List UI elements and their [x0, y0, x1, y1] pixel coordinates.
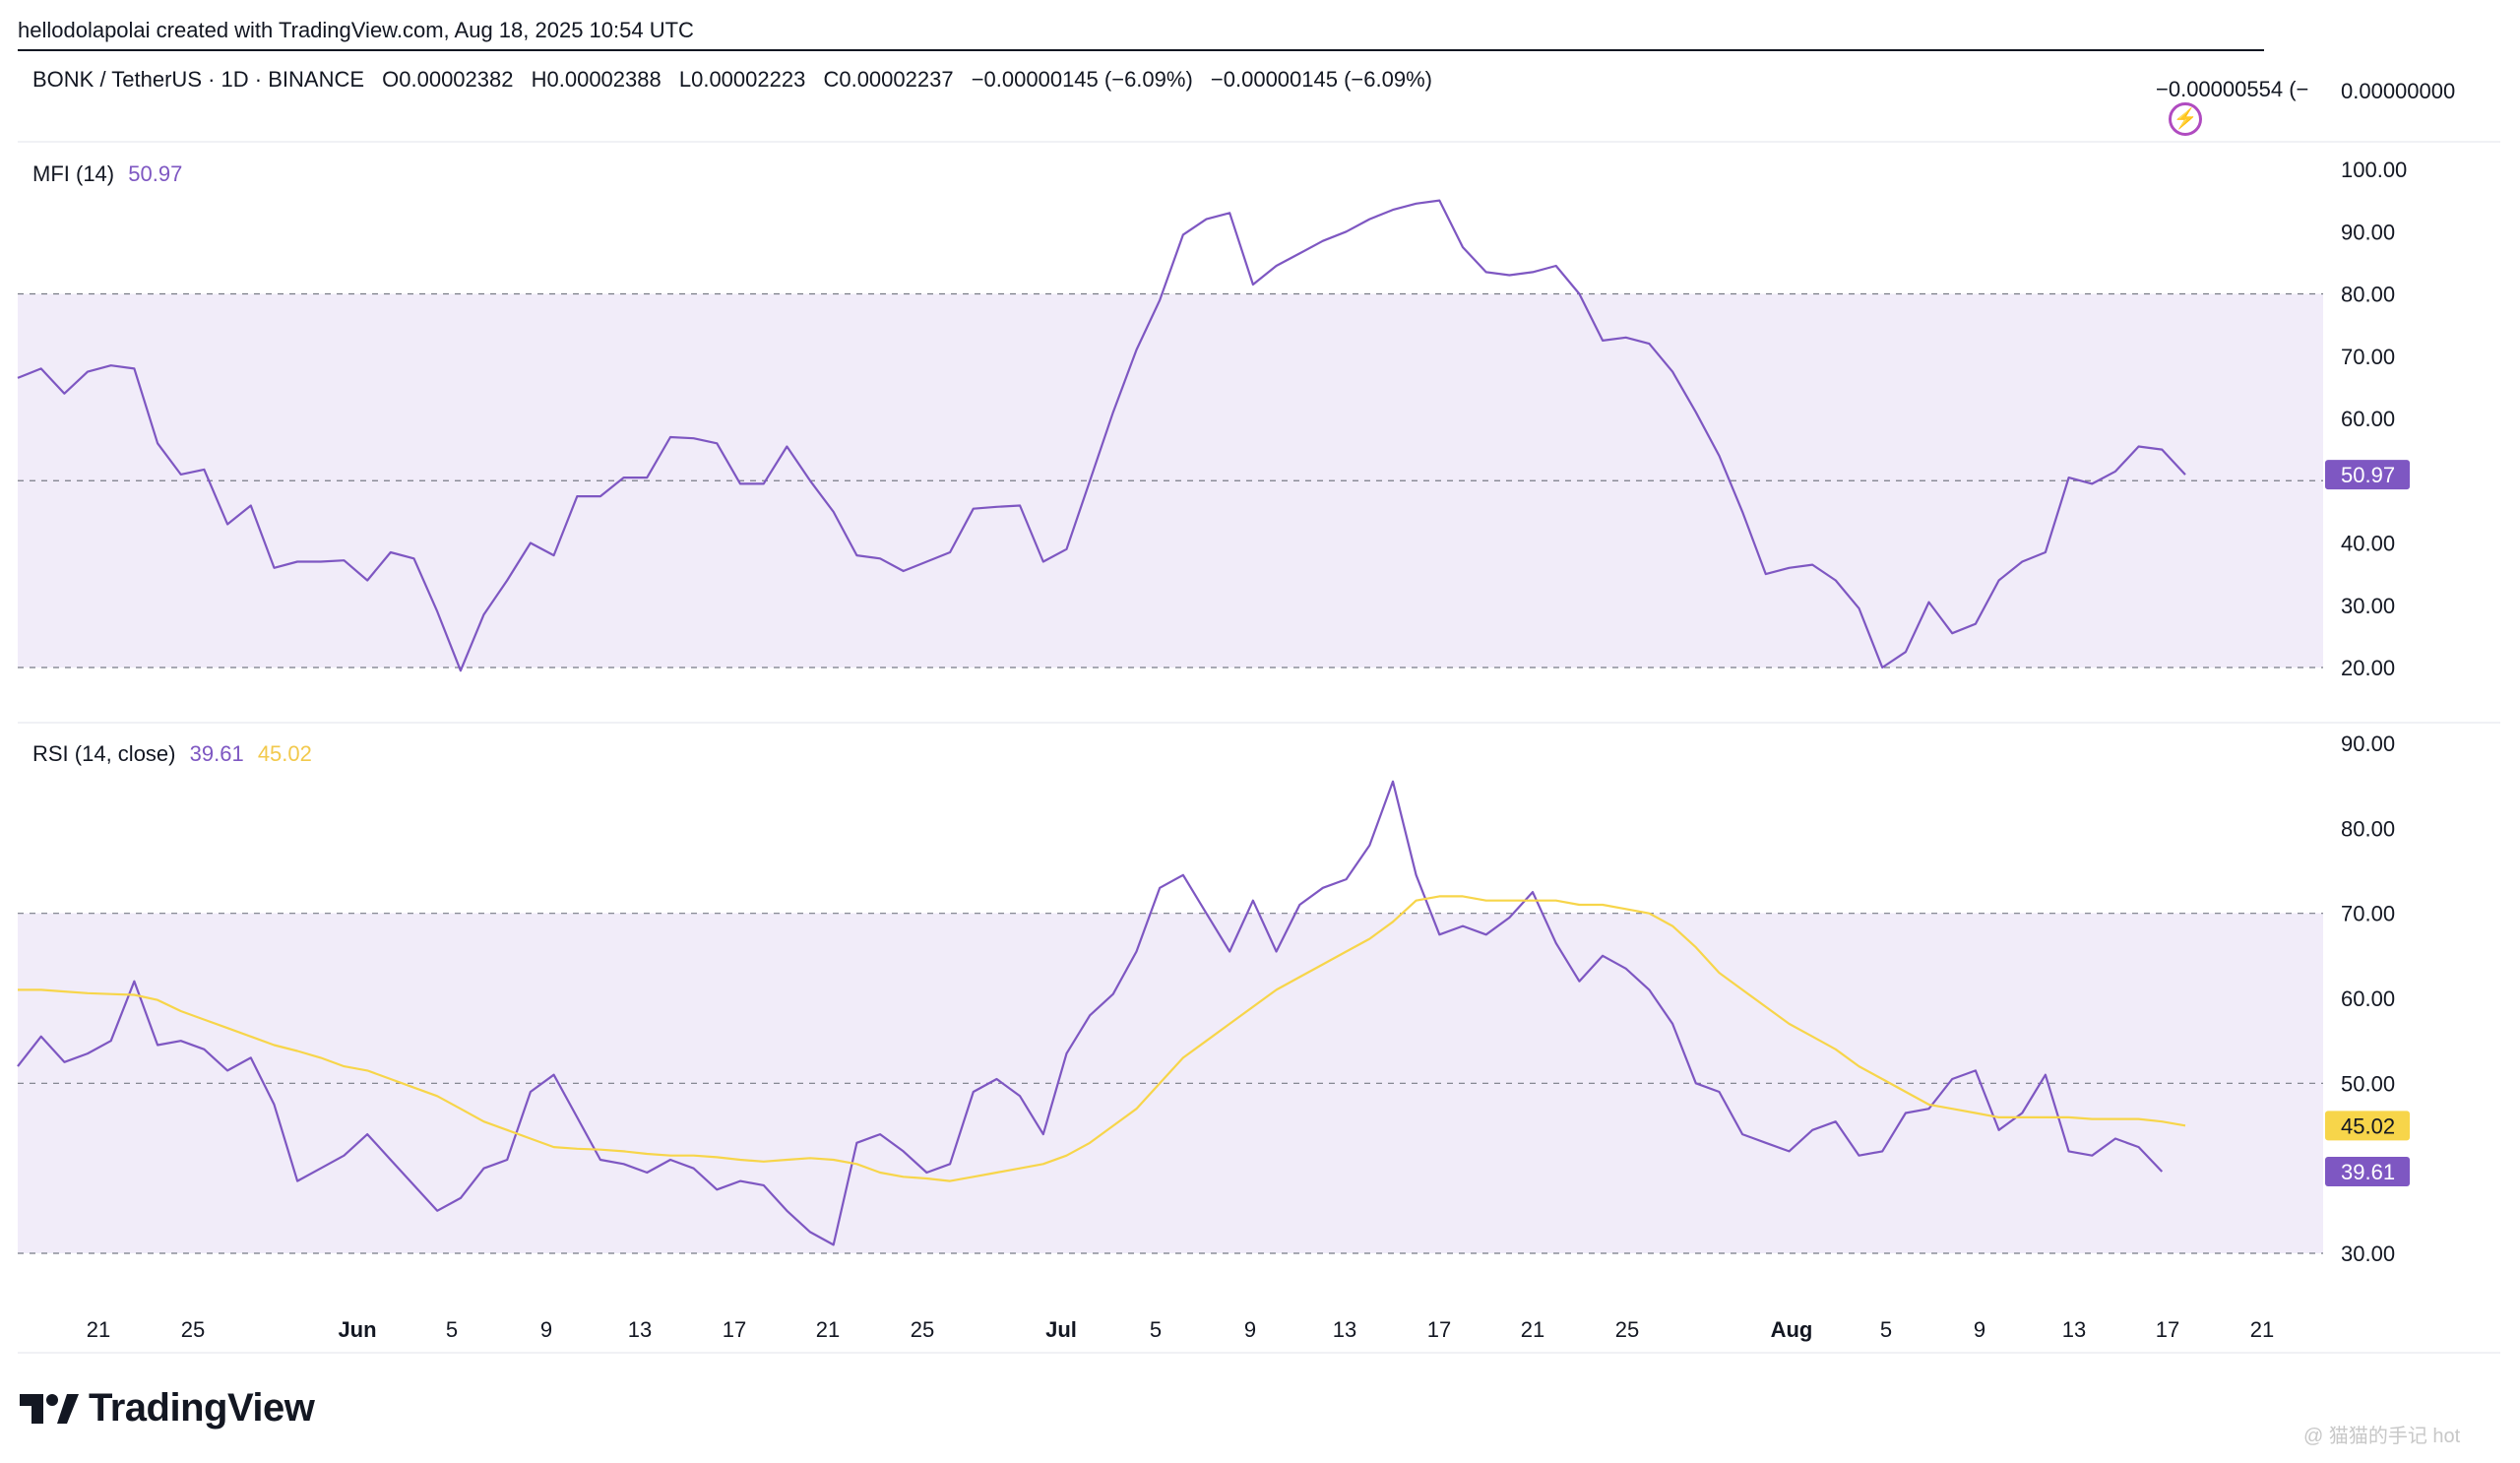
x-tick-19: 13 — [2062, 1317, 2086, 1342]
lightning-icon[interactable]: ⚡ — [2169, 102, 2202, 136]
x-tick-9: Jul — [1045, 1317, 1077, 1342]
mfi-legend[interactable]: MFI (14) 50.97 — [32, 161, 182, 187]
x-tick-14: 21 — [1521, 1317, 1544, 1342]
rsi-pane: 90.00 80.00 70.00 60.00 50.00 30.00 39.61 45.02 — [17, 732, 2410, 1266]
time-axis: 21 25 Jun 5 9 13 17 21 25 Jul 5 9 13 17 21 25 Aug 5 9 13 17 2… — [87, 1317, 2274, 1342]
x-tick-2: Jun — [338, 1317, 376, 1342]
x-tick-4: 9 — [540, 1317, 552, 1342]
rsi-value: 39.61 — [189, 741, 244, 766]
x-tick-21: 21 — [2250, 1317, 2274, 1342]
rsi-y-tick-2: 70.00 — [2341, 902, 2395, 926]
watermark: @ 猫猫的手记 hot — [2303, 1426, 2461, 1447]
change-value: −0.00000145 (−6.09%) — [971, 67, 1193, 92]
chart-credit: hellodolapolai created with TradingView.… — [18, 18, 694, 42]
mfi-y-tick-8: 20.00 — [2341, 656, 2395, 680]
open-value: O0.00002382 — [382, 67, 514, 92]
symbol-ohlc-line: BONK / TetherUS · 1D · BINANCE O0.000023… — [32, 67, 1444, 93]
x-tick-5: 13 — [628, 1317, 652, 1342]
x-tick-13: 17 — [1427, 1317, 1451, 1342]
x-tick-6: 17 — [723, 1317, 746, 1342]
mfi-band-fill — [18, 293, 2323, 668]
x-tick-17: 5 — [1880, 1317, 1892, 1342]
rsi-value-badge-text-0: 39.61 — [2341, 1160, 2395, 1184]
rsi-legend[interactable]: RSI (14, close) 39.61 45.02 — [32, 741, 312, 767]
price-scale-zero: 0.00000000 — [2341, 79, 2456, 103]
mfi-y-tick-7: 30.00 — [2341, 594, 2395, 618]
x-tick-18: 9 — [1974, 1317, 1985, 1342]
x-tick-8: 25 — [911, 1317, 934, 1342]
change-value-2: −0.00000145 (−6.09%) — [1210, 67, 1432, 92]
mfi-y-tick-6: 40.00 — [2341, 532, 2395, 556]
rsi-value-badge-text-1: 45.02 — [2341, 1113, 2395, 1138]
mfi-y-tick-4: 60.00 — [2341, 407, 2395, 431]
x-tick-20: 17 — [2156, 1317, 2179, 1342]
low-value: L0.00002223 — [678, 67, 806, 92]
rsi-series-1 — [18, 895, 2186, 1182]
x-tick-15: 25 — [1615, 1317, 1639, 1342]
tradingview-logo[interactable]: TradingView — [20, 1386, 315, 1431]
mfi-series-0 — [17, 199, 2186, 672]
x-tick-11: 9 — [1244, 1317, 1256, 1342]
x-tick-1: 25 — [181, 1317, 205, 1342]
x-tick-7: 21 — [816, 1317, 840, 1342]
mfi-y-tick-2: 80.00 — [2341, 283, 2395, 307]
rsi-value-badge-0 — [2325, 1157, 2410, 1187]
symbol-name[interactable]: BONK / TetherUS · 1D · BINANCE — [32, 67, 365, 92]
x-tick-16: Aug — [1771, 1317, 1813, 1342]
logo-text: TradingView — [89, 1386, 315, 1430]
close-value: C0.00002237 — [823, 67, 954, 92]
x-tick-10: 5 — [1150, 1317, 1162, 1342]
tradingview-logo-icon — [20, 1393, 79, 1424]
rsi-y-tick-5: 30.00 — [2341, 1241, 2395, 1266]
right-change-value: −0.00000554 (− — [2156, 77, 2309, 101]
x-tick-12: 13 — [1333, 1317, 1356, 1342]
rsi-value-badge-1 — [2325, 1111, 2410, 1141]
mfi-value-badge-0 — [2325, 460, 2410, 490]
mfi-y-tick-1: 90.00 — [2341, 220, 2395, 244]
mfi-value-badge-text-0: 50.97 — [2341, 463, 2395, 487]
mfi-y-tick-0: 100.00 — [2341, 158, 2407, 182]
rsi-y-tick-4: 50.00 — [2341, 1071, 2395, 1096]
rsi-y-tick-3: 60.00 — [2341, 986, 2395, 1011]
mfi-y-tick-3: 70.00 — [2341, 345, 2395, 369]
x-tick-0: 21 — [87, 1317, 110, 1342]
mfi-pane: 100.0090.0080.0070.0060.0050.0040.0030.0… — [17, 158, 2410, 680]
rsi-ma-value: 45.02 — [257, 741, 312, 766]
mfi-title: MFI (14) — [32, 161, 115, 186]
rsi-y-tick-0: 90.00 — [2341, 732, 2395, 756]
mfi-value: 50.97 — [128, 161, 183, 186]
rsi-title: RSI (14, close) — [32, 741, 176, 766]
x-tick-3: 5 — [446, 1317, 458, 1342]
high-value: H0.00002388 — [531, 67, 662, 92]
rsi-y-tick-1: 80.00 — [2341, 816, 2395, 841]
rsi-series-0 — [17, 780, 2164, 1246]
